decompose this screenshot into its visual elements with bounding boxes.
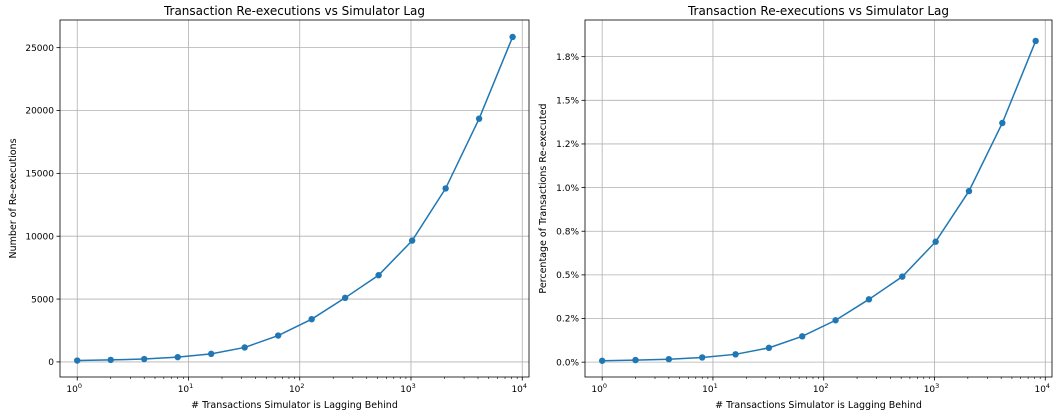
data-point (832, 317, 839, 324)
x-tick-label-exponent: 0 (78, 382, 82, 390)
data-point (899, 273, 906, 280)
x-tick-label-base: 10 (66, 385, 78, 395)
x-tick-label: 103 (400, 382, 416, 395)
y-tick-label: 0 (48, 358, 54, 368)
y-tick-label: 0.0% (556, 358, 579, 368)
x-tick-label-base: 10 (178, 385, 190, 395)
data-point (241, 344, 248, 351)
data-point (207, 350, 215, 358)
x-tick-label: 104 (1034, 382, 1050, 395)
x-tick-label: 103 (924, 382, 940, 395)
x-tick-label: 100 (591, 382, 607, 395)
x-tick-label-exponent: 3 (935, 382, 939, 390)
x-tick-label-exponent: 4 (523, 382, 527, 390)
data-point (341, 294, 349, 302)
x-tick-label-exponent: 2 (824, 382, 828, 390)
data-point (442, 185, 449, 192)
data-point (174, 353, 181, 361)
x-tick-label-exponent: 4 (1046, 382, 1050, 390)
x-tick-label-base: 10 (702, 385, 714, 395)
data-point (408, 237, 416, 244)
y-tick-label: 5000 (31, 295, 54, 305)
x-tick-label-exponent: 2 (300, 382, 304, 390)
x-tick-label: 104 (511, 382, 527, 395)
series-line (602, 40, 1037, 362)
data-point (475, 115, 483, 122)
grid (585, 20, 1052, 377)
x-tick-label: 102 (289, 382, 305, 395)
y-tick-label: 25000 (25, 44, 54, 54)
data-point (799, 333, 806, 340)
chart-title: Transaction Re-executions vs Simulator L… (163, 4, 425, 18)
y-tick-label: 10000 (25, 232, 54, 242)
data-point (308, 315, 315, 323)
data-point (598, 357, 606, 364)
data-point (375, 271, 382, 279)
x-tick-label-exponent: 0 (603, 382, 607, 390)
x-axis-label: # Transactions Simulator is Lagging Behi… (715, 400, 922, 411)
data-point (274, 332, 282, 339)
x-tick-label-base: 10 (511, 385, 523, 395)
x-tick-label-base: 10 (591, 385, 603, 395)
data-point (732, 351, 739, 358)
data-point (932, 238, 939, 245)
x-tick-label-base: 10 (289, 385, 301, 395)
x-tick-label-exponent: 1 (714, 382, 718, 390)
grid (60, 20, 529, 377)
data-point (865, 296, 873, 303)
x-tick-label-exponent: 3 (412, 382, 416, 390)
y-tick-label: 20000 (25, 107, 54, 117)
y-axis-label: Number of Re-executions (8, 138, 19, 258)
y-tick-label: 0.5% (556, 271, 579, 281)
y-tick-label: 1.2% (556, 140, 579, 150)
data-point (965, 187, 973, 195)
chart-reexecutions-count: Transaction Re-executions vs Simulator L… (8, 4, 530, 411)
chart-reexecutions-percentage: Transaction Re-executions vs Simulator L… (538, 4, 1053, 411)
y-tick-label: 1.5% (556, 97, 579, 107)
plot-frame (584, 19, 1053, 378)
x-tick-label: 101 (702, 382, 718, 395)
data-point (632, 356, 639, 364)
y-tick-label: 1.0% (556, 184, 579, 194)
y-tick-label: 0.8% (556, 227, 579, 237)
x-tick-label: 100 (66, 382, 82, 395)
x-tick-label-exponent: 1 (189, 382, 193, 390)
y-tick-label: 1.8% (556, 53, 579, 63)
x-tick-label-base: 10 (813, 385, 825, 395)
x-tick-label-base: 10 (924, 385, 936, 395)
data-point (107, 356, 114, 364)
data-point (699, 354, 706, 361)
y-axis-label: Percentage of Transactions Re-executed (538, 103, 549, 293)
data-point (509, 33, 516, 41)
x-tick-label: 101 (178, 382, 194, 395)
data-point (665, 355, 673, 363)
x-tick-label-base: 10 (1034, 385, 1046, 395)
chart-title: Transaction Re-executions vs Simulator L… (687, 4, 949, 18)
series-line (77, 36, 514, 362)
x-axis-label: # Transactions Simulator is Lagging Behi… (191, 400, 398, 411)
data-point (1032, 37, 1039, 45)
data-point (74, 357, 81, 364)
y-tick-label: 0.2% (556, 315, 579, 325)
x-tick-label-base: 10 (400, 385, 412, 395)
y-tick-label: 15000 (25, 170, 54, 180)
data-point (765, 344, 773, 352)
data-point (141, 355, 148, 363)
plot-frame (59, 19, 530, 378)
data-point (999, 119, 1006, 127)
x-tick-label: 102 (813, 382, 829, 395)
